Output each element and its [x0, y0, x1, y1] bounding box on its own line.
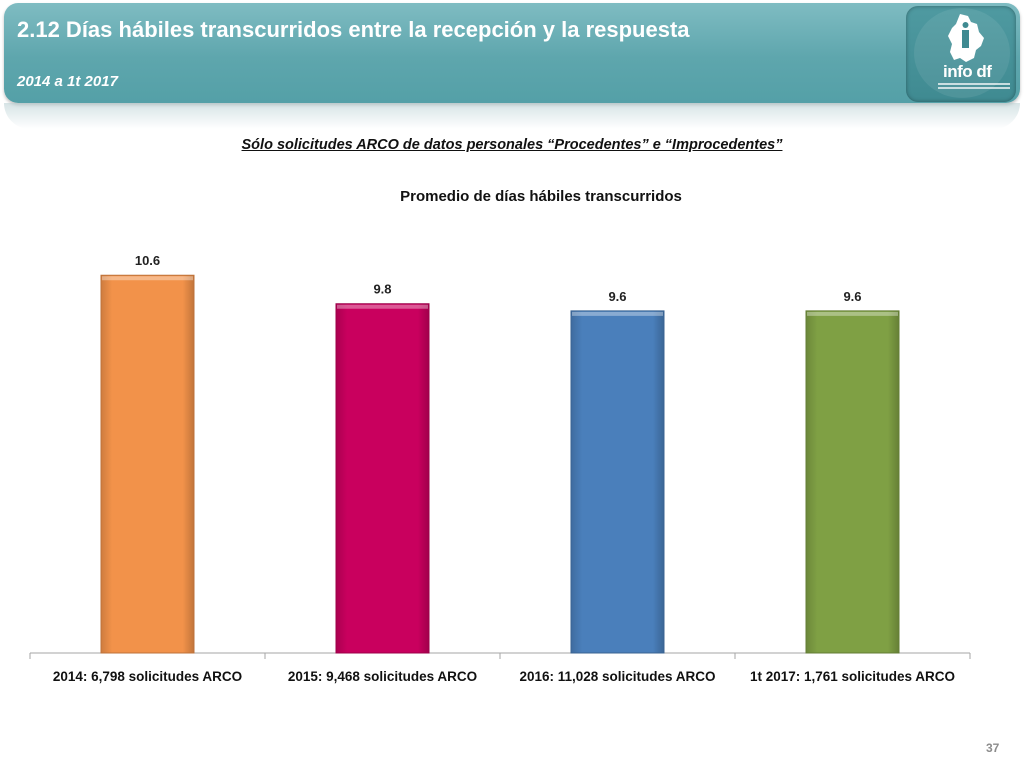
mexico-city-map-icon — [948, 14, 984, 62]
section-heading: Sólo solicitudes ARCO de datos personale… — [241, 137, 783, 153]
logo-wordmark: info df — [943, 62, 992, 81]
x-tick-label: 2014: 6,798 solicitudes ARCO — [53, 669, 242, 684]
bar-highlight — [572, 311, 663, 316]
page-number: 37 — [986, 741, 1000, 755]
data-label: 9.6 — [843, 289, 861, 304]
x-tick-label: 1t 2017: 1,761 solicitudes ARCO — [750, 669, 955, 684]
bar — [805, 310, 900, 654]
bar — [100, 274, 195, 654]
slide-title: 2.12 Días hábiles transcurridos entre la… — [17, 17, 690, 42]
bar-highlight — [102, 276, 193, 281]
x-tick-label: 2015: 9,468 solicitudes ARCO — [288, 669, 477, 684]
slide-subtitle: 2014 a 1t 2017 — [17, 73, 118, 90]
bar-highlight — [337, 304, 428, 309]
logo-caption-lines — [938, 83, 1010, 91]
chart-title: Promedio de días hábiles transcurridos — [400, 188, 682, 205]
data-label: 10.6 — [135, 253, 160, 268]
bar — [335, 303, 430, 654]
slide-header — [4, 3, 1020, 103]
data-label: 9.8 — [373, 282, 391, 297]
x-tick-label: 2016: 11,028 solicitudes ARCO — [519, 669, 715, 684]
data-label: 9.6 — [608, 289, 626, 304]
bar-highlight — [807, 311, 898, 316]
header-shadow — [4, 103, 1020, 129]
bar — [570, 310, 665, 654]
